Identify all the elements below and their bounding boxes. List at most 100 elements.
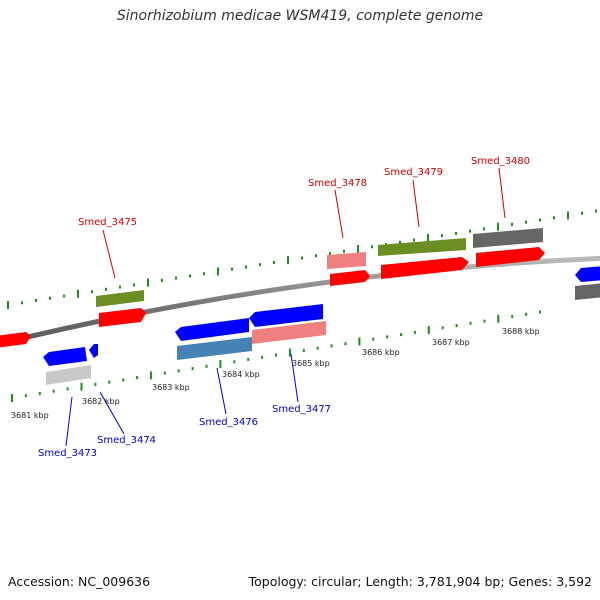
- major-tick: [427, 233, 429, 242]
- gene-red-3480[interactable]: [476, 247, 545, 267]
- gene-label-smed-3473[interactable]: Smed_3473: [38, 448, 97, 459]
- tick-label-3682: 3682 kbp: [82, 397, 120, 406]
- gene-blue-3476[interactable]: [175, 318, 249, 341]
- minor-tick: [24, 394, 27, 398]
- minor-tick: [316, 346, 319, 350]
- genome-backbone: [0, 255, 600, 347]
- minor-tick: [261, 355, 264, 359]
- minor-tick: [413, 238, 415, 242]
- minor-tick: [329, 252, 331, 255]
- minor-tick: [275, 353, 277, 357]
- minor-tick: [330, 344, 333, 348]
- minor-tick: [189, 274, 191, 278]
- gene-red-left[interactable]: [0, 332, 31, 348]
- minor-tick: [21, 301, 23, 305]
- tick-label-3686: 3686 kbp: [362, 348, 400, 357]
- minor-tick: [231, 267, 233, 271]
- tick-label-3687: 3687 kbp: [432, 338, 470, 347]
- minor-tick: [247, 358, 250, 361]
- minor-tick: [525, 312, 528, 316]
- minor-tick: [122, 378, 125, 382]
- major-tick: [147, 278, 149, 287]
- gene-label-smed-3480[interactable]: Smed_3480: [471, 156, 530, 167]
- minor-tick: [133, 283, 135, 287]
- reverse-gene-labels: Smed_3473 Smed_3474 Smed_3476 Smed_3477: [38, 404, 331, 459]
- gene-red-3478[interactable]: [330, 270, 370, 286]
- gene-red-3479[interactable]: [381, 257, 469, 279]
- major-tick: [11, 394, 13, 402]
- major-tick: [77, 289, 79, 298]
- minor-tick: [511, 222, 513, 226]
- minor-tick: [413, 330, 416, 334]
- gene-red-3475[interactable]: [99, 308, 146, 327]
- gene-lightgray-3473[interactable]: [46, 365, 91, 385]
- minor-tick: [399, 240, 401, 244]
- gene-label-smed-3476[interactable]: Smed_3476: [199, 417, 258, 428]
- minor-tick: [52, 389, 55, 393]
- minor-tick: [455, 231, 457, 235]
- gene-pink-3477[interactable]: [252, 321, 326, 344]
- minor-tick: [259, 263, 261, 267]
- minor-tick: [119, 285, 121, 289]
- major-tick: [149, 371, 152, 380]
- gene-olive-3479[interactable]: [378, 238, 466, 256]
- minor-tick: [483, 227, 485, 231]
- major-tick: [80, 382, 83, 391]
- forward-tick-track: [7, 209, 597, 309]
- gene-label-smed-3474[interactable]: Smed_3474: [97, 435, 156, 446]
- minor-tick: [63, 294, 65, 298]
- minor-tick: [136, 376, 139, 380]
- minor-tick: [455, 324, 458, 328]
- minor-tick: [177, 369, 180, 373]
- minor-tick: [595, 209, 597, 213]
- gene-gray-3480[interactable]: [473, 228, 543, 248]
- map-title: Sinorhizobium medicae WSM419, complete g…: [116, 8, 484, 24]
- minor-tick: [273, 261, 275, 264]
- minor-tick: [343, 249, 345, 253]
- tick-label-3681: 3681 kbp: [11, 411, 49, 420]
- minor-tick: [301, 256, 303, 260]
- major-tick: [7, 301, 9, 309]
- minor-tick: [66, 387, 69, 391]
- gene-label-smed-3479[interactable]: Smed_3479: [384, 167, 443, 178]
- gene-olive-3475[interactable]: [96, 290, 144, 307]
- minor-tick: [371, 245, 373, 249]
- minor-tick: [49, 296, 51, 300]
- minor-tick: [245, 265, 247, 269]
- gene-blue-small[interactable]: [89, 344, 98, 358]
- reverse-tick-track: [11, 310, 541, 402]
- minor-tick: [191, 367, 194, 371]
- minor-tick: [386, 335, 389, 339]
- minor-tick: [469, 229, 471, 233]
- minor-tick: [233, 360, 236, 364]
- minor-tick: [205, 364, 208, 368]
- gene-label-smed-3478[interactable]: Smed_3478: [308, 178, 367, 189]
- minor-tick: [553, 216, 555, 220]
- minor-tick: [400, 333, 403, 337]
- minor-tick: [372, 337, 375, 341]
- gene-blue-right[interactable]: [575, 266, 600, 282]
- minor-tick: [483, 319, 486, 323]
- forward-genes: [0, 228, 545, 348]
- minor-tick: [38, 392, 41, 395]
- major-tick: [497, 314, 500, 323]
- tick-label-3685: 3685 kbp: [292, 359, 330, 368]
- minor-tick: [302, 349, 305, 352]
- minor-tick: [441, 326, 444, 330]
- minor-tick: [94, 382, 97, 386]
- coordinate-labels: 3681 kbp 3682 kbp 3683 kbp 3684 kbp 3685…: [11, 327, 540, 420]
- gene-blue-3477[interactable]: [249, 304, 323, 327]
- minor-tick: [581, 211, 583, 215]
- gene-pink-3478[interactable]: [327, 252, 366, 269]
- major-tick: [287, 256, 289, 265]
- major-tick: [567, 211, 569, 220]
- gene-blue-3473[interactable]: [43, 347, 87, 366]
- minor-tick: [161, 278, 163, 282]
- gene-steel-3476[interactable]: [177, 337, 252, 360]
- major-tick: [427, 326, 430, 335]
- gene-label-smed-3475[interactable]: Smed_3475: [78, 217, 137, 228]
- minor-tick: [344, 342, 347, 346]
- gene-gray-right[interactable]: [575, 283, 600, 300]
- gene-label-smed-3477[interactable]: Smed_3477: [272, 404, 331, 415]
